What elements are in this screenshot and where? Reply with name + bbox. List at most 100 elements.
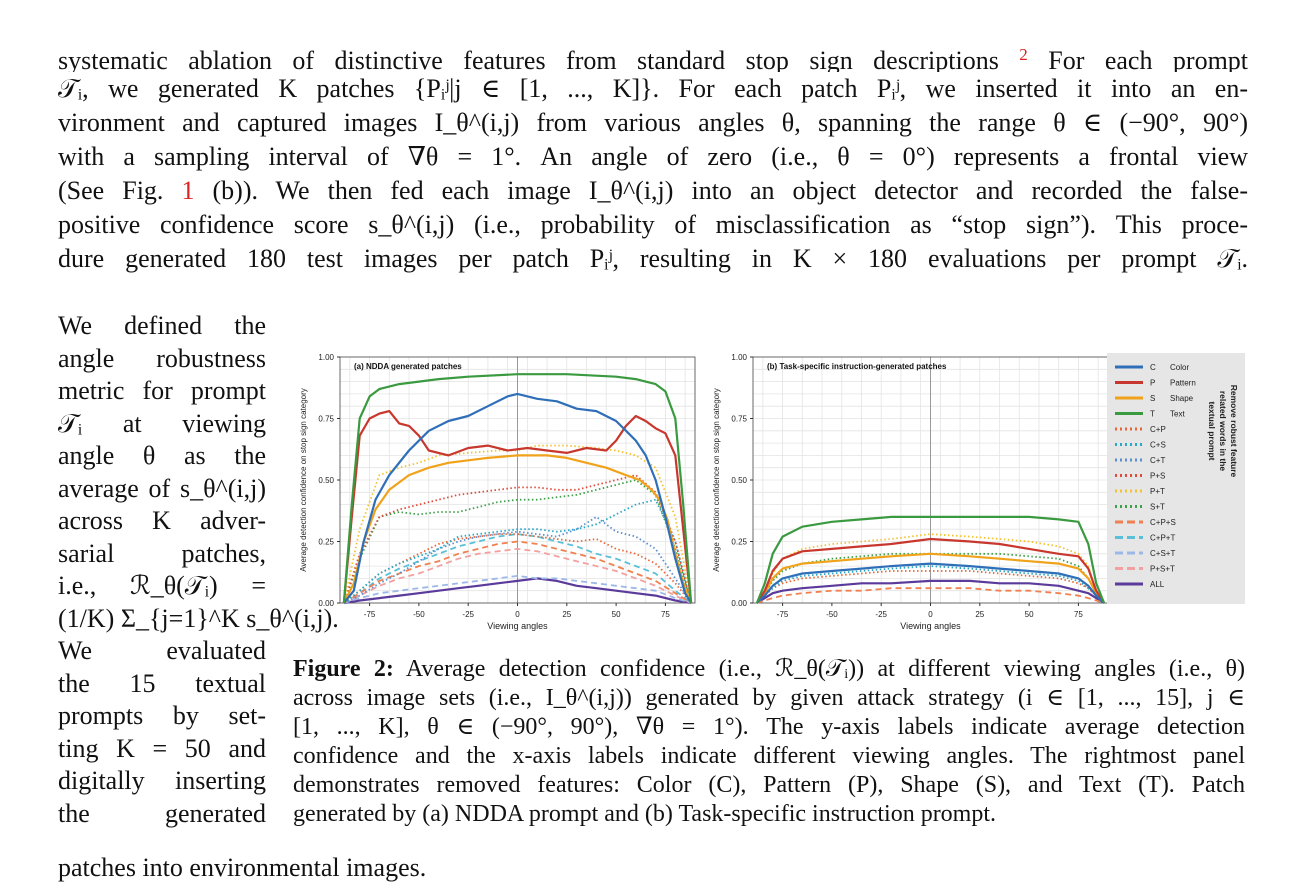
legend-side-label: related words in the bbox=[1218, 391, 1228, 472]
legend-code: S bbox=[1150, 394, 1155, 403]
left-column-line: angle robustness bbox=[58, 343, 266, 373]
series-line-c bbox=[343, 392, 693, 604]
left-column-line: We defined the bbox=[58, 311, 266, 340]
left-column-line: digitally inserting bbox=[58, 766, 266, 795]
bottom-text-line: patches into environmental images. bbox=[58, 853, 427, 882]
caption-line-4: confidence and the x-axis labels indicat… bbox=[293, 743, 1245, 769]
left-column-line: the generated bbox=[58, 798, 266, 828]
x-tick-label: 25 bbox=[975, 610, 984, 619]
legend-code: C+T bbox=[1150, 456, 1165, 465]
y-tick-label: 0.50 bbox=[318, 476, 334, 485]
legend-code: C bbox=[1150, 363, 1156, 372]
left-column-line: (1/K) Σ_{j=1}^K s_θ^(i,j). bbox=[58, 603, 339, 633]
x-tick-label: 50 bbox=[1025, 610, 1034, 619]
caption-line-5: demonstrates removed features: Color (C)… bbox=[293, 772, 1245, 798]
x-tick-label: -25 bbox=[462, 610, 474, 619]
legend-code: S+T bbox=[1150, 503, 1165, 512]
x-tick-label: -75 bbox=[777, 610, 789, 619]
figure-reference-link[interactable]: 1 bbox=[181, 176, 195, 205]
y-tick-label: 1.00 bbox=[318, 353, 334, 362]
legend-code: P+T bbox=[1150, 487, 1165, 496]
x-tick-label: 0 bbox=[928, 610, 933, 619]
x-tick-label: -50 bbox=[413, 610, 425, 619]
series-line-t bbox=[755, 515, 1106, 604]
chart-legend: C Color P Pattern S Shape T Text C+P C+S C+T P+S P+T… bbox=[1107, 353, 1245, 604]
left-column-line: prompts by set- bbox=[58, 701, 266, 730]
caption-line-3: [1, ..., K], θ ∈ (−90°, 90°), ∇θ = 1°). … bbox=[293, 714, 1245, 740]
body-paragraph: systematic ablation of distinctive featu… bbox=[58, 38, 1248, 276]
left-column-line: across K adver- bbox=[58, 506, 266, 535]
x-tick-label: 50 bbox=[612, 610, 621, 619]
left-column-line: metric for prompt bbox=[58, 376, 266, 405]
left-column-line: the 15 textual bbox=[58, 668, 266, 698]
caption-line-2: across image sets (i.e., I_θ^(i,j)) gene… bbox=[293, 685, 1245, 711]
y-tick-label: 0.25 bbox=[731, 538, 747, 547]
series-line-c-p bbox=[756, 570, 1105, 604]
legend-code: C+P bbox=[1150, 425, 1166, 434]
x-tick-label: -50 bbox=[826, 610, 838, 619]
text-line-6: positive confidence score s_θ^(i,j) (i.e… bbox=[58, 210, 1248, 239]
y-axis-label: Average detection confidence on stop sig… bbox=[712, 388, 721, 572]
series-line-all bbox=[756, 579, 1105, 604]
text-line-2: 𝒯ᵢ, we generated K patches {Pᵢʲ|j ∈ [1, … bbox=[58, 74, 1248, 103]
series-line-p-s-t bbox=[343, 547, 692, 604]
legend-code: P+S bbox=[1150, 472, 1165, 481]
x-tick-label: 75 bbox=[1074, 610, 1083, 619]
series-line-c-p-s bbox=[343, 540, 692, 604]
text-line-4: with a sampling interval of ∇θ = 1°. An … bbox=[58, 142, 1248, 171]
left-column-text: We defined the angle robustness metric for… bbox=[58, 310, 339, 830]
left-column-line: i.e., ℛ_θ(𝒯ᵢ) = bbox=[58, 571, 266, 600]
caption-label: Figure 2: bbox=[293, 656, 394, 682]
legend-box bbox=[1107, 353, 1245, 604]
footnote-marker[interactable]: 2 bbox=[1019, 45, 1028, 64]
caption-line-1: Figure 2: Average detection confidence (… bbox=[293, 656, 1245, 682]
x-tick-label: -75 bbox=[364, 610, 376, 619]
figure-2: 0.00 0.25 0.50 0.75 1.00 -75 -50 -25 0 25 50 75 View… bbox=[299, 353, 1245, 631]
x-axis-label: Viewing angles bbox=[487, 621, 548, 631]
y-tick-label: 0.50 bbox=[731, 476, 747, 485]
series-line-c-p-s bbox=[756, 587, 1105, 604]
text-line-3: vironment and captured images I_θ^(i,j) … bbox=[58, 108, 1248, 137]
series-line-c-p-t bbox=[343, 533, 692, 604]
y-tick-label: 0.75 bbox=[318, 415, 334, 424]
series-line-all bbox=[343, 577, 692, 605]
legend-side-label: Remove robust feature bbox=[1229, 385, 1239, 478]
series-line-p bbox=[755, 537, 1106, 604]
y-tick-label: 0.75 bbox=[731, 415, 747, 424]
x-axis-label: Viewing angles bbox=[900, 621, 961, 631]
series-line-s bbox=[756, 552, 1105, 604]
legend-name: Shape bbox=[1170, 394, 1194, 403]
left-column-line: ting K = 50 and bbox=[58, 733, 266, 763]
series-line-s-t bbox=[756, 552, 1105, 604]
y-tick-label: 0.25 bbox=[318, 538, 334, 547]
legend-side-label: textual prompt bbox=[1207, 401, 1217, 460]
series-line-c-s bbox=[343, 498, 692, 604]
text-line-7: dure generated 180 test images per patch… bbox=[58, 244, 1248, 273]
legend-name: Text bbox=[1170, 410, 1185, 419]
legend-name: Color bbox=[1170, 363, 1189, 372]
figure-caption: Figure 2: Average detection confidence (… bbox=[293, 655, 1245, 829]
x-tick-label: 25 bbox=[562, 610, 571, 619]
chart-panel-b: 0.00 0.25 0.50 0.75 1.00 -75 -50 -25 0 25 50 75 View… bbox=[712, 353, 1109, 631]
x-tick-label: -25 bbox=[875, 610, 887, 619]
legend-code: C+S+T bbox=[1150, 549, 1175, 558]
x-tick-label: 0 bbox=[515, 610, 520, 619]
legend-code: C+P+S bbox=[1150, 518, 1176, 527]
legend-code: T bbox=[1150, 410, 1155, 419]
y-axis-label: Average detection confidence on stop sig… bbox=[299, 388, 308, 572]
text-line-1: systematic ablation of distinctive featu… bbox=[58, 45, 1248, 72]
series-line-p bbox=[342, 409, 693, 604]
left-column-line: angle θ as the bbox=[58, 441, 266, 470]
legend-code: C+P+T bbox=[1150, 534, 1175, 543]
left-column-line: sarial patches, bbox=[58, 538, 266, 568]
left-column-line: 𝒯ᵢ at viewing bbox=[58, 408, 266, 438]
y-tick-label: 1.00 bbox=[731, 353, 747, 362]
x-tick-label: 75 bbox=[661, 610, 670, 619]
left-column-line: We evaluated bbox=[58, 636, 266, 665]
chart-panel-a: 0.00 0.25 0.50 0.75 1.00 -75 -50 -25 0 25 50 75 View… bbox=[299, 353, 696, 631]
legend-name: Pattern bbox=[1170, 379, 1196, 388]
legend-code: P bbox=[1150, 379, 1155, 388]
chart-title: (b) Task-specific instruction-generated … bbox=[767, 362, 947, 371]
legend-code: ALL bbox=[1150, 580, 1165, 589]
series-line-c-s-t bbox=[343, 574, 692, 604]
